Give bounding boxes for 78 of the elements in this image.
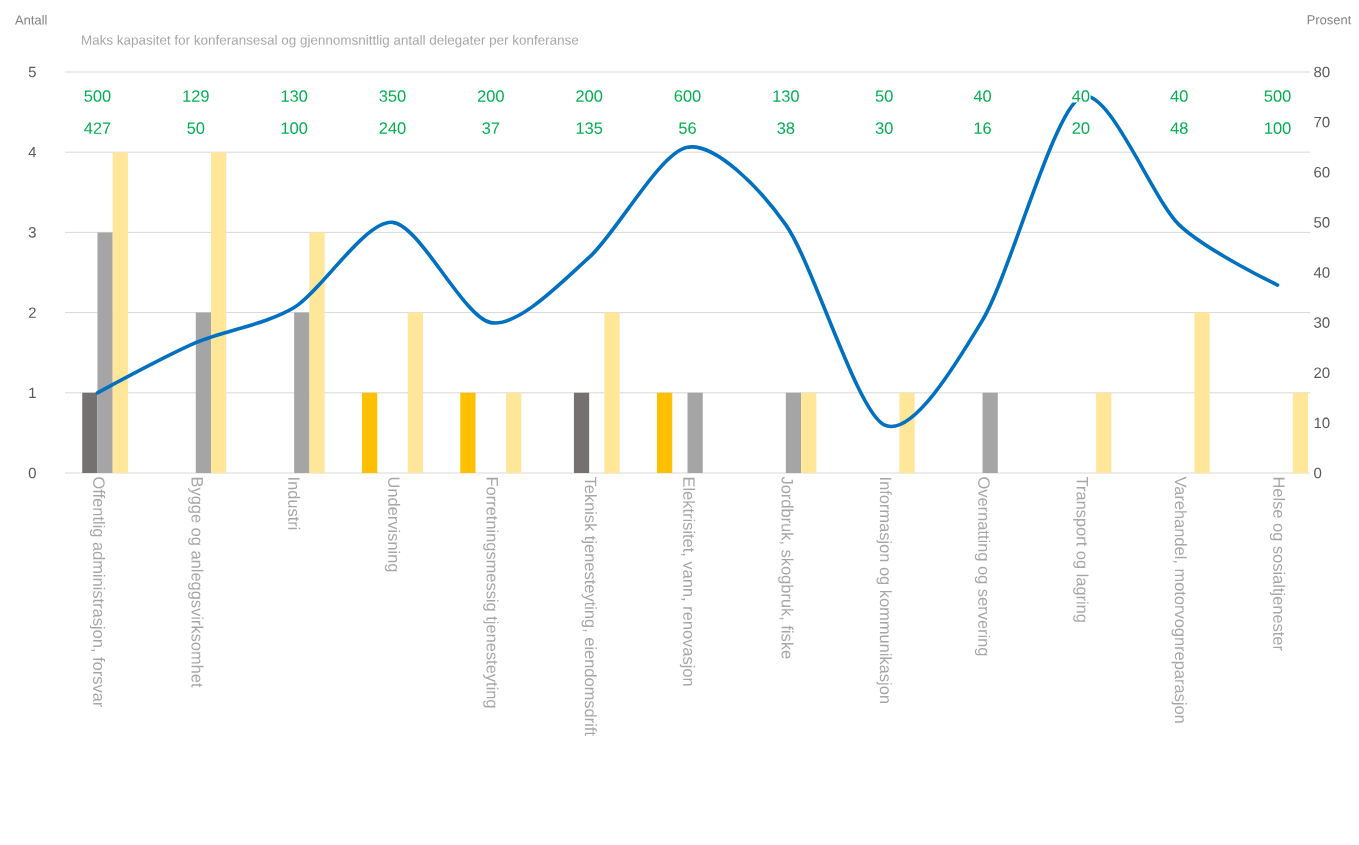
annotation: 240 (379, 122, 406, 134)
annotation: 38 (777, 122, 795, 134)
annotation: 135 (576, 122, 603, 134)
y-tick-label: 5 (28, 66, 36, 78)
x-tick-label: Elektrisitet, vann, renovasjon (679, 477, 696, 686)
annotation: 50 (875, 90, 893, 102)
x-tick-label: Offentlig administrasjon, forsvar (89, 477, 106, 708)
annotation: 500 (84, 90, 111, 102)
y2-tick-label: 60 (1314, 166, 1330, 178)
x-tick-label: Transport og lagring (1073, 476, 1089, 622)
y-tick-label: 4 (28, 147, 37, 158)
bar (195, 312, 212, 473)
bar (294, 312, 310, 473)
annotation: 427 (84, 122, 111, 134)
bar (573, 392, 590, 473)
y-axis-title: Antall (15, 15, 47, 25)
y2-tick-label: 20 (1314, 367, 1330, 379)
annotation: 48 (1170, 122, 1188, 134)
annotation: 600 (674, 90, 701, 102)
y2-tick-label: 0 (1314, 467, 1322, 479)
annotation: 500 (1264, 90, 1291, 102)
bar (82, 392, 98, 473)
x-tick-label: Undervisning (384, 477, 401, 572)
y2-tick-label: 70 (1314, 116, 1330, 128)
annotation: 40 (1170, 90, 1188, 102)
bar (97, 232, 113, 473)
y2-axis-title: Prosent (1307, 15, 1352, 25)
y-tick-label: 3 (28, 227, 36, 238)
annotation: 100 (1265, 122, 1291, 134)
y-tick-label: 2 (28, 307, 36, 318)
bar (785, 392, 802, 473)
x-tick-label: Overnatting og servering (974, 477, 991, 656)
annotation: 30 (875, 122, 893, 134)
bar (407, 312, 423, 473)
bar (899, 392, 915, 473)
y2-tick-label: 80 (1314, 66, 1330, 78)
bar (1194, 312, 1210, 473)
x-tick-label: Forretningsmessig tjenesteyting (483, 477, 499, 708)
x-tick-label: Bygge og anleggsvirksomhet (188, 477, 204, 688)
bar (1096, 392, 1112, 473)
annotation: 50 (187, 122, 205, 134)
annotation: 130 (281, 90, 308, 102)
bar (506, 392, 522, 473)
y2-tick-label: 30 (1314, 317, 1330, 328)
bar (687, 392, 703, 473)
bar (801, 392, 817, 473)
annotation: 40 (973, 90, 992, 102)
bar (309, 232, 325, 473)
y2-tick-label: 10 (1314, 417, 1330, 429)
y2-tick-label: 40 (1313, 267, 1330, 278)
x-tick-label: Teknisk tjenesteyting, eiendomsdrift (581, 476, 597, 736)
annotation: 129 (183, 90, 209, 102)
y-tick-label: 0 (28, 467, 36, 479)
bar (361, 392, 378, 473)
annotation: 56 (679, 122, 696, 134)
bar (982, 392, 998, 473)
x-tick-label: Jordbruk, skogbruk, fiske (778, 476, 794, 659)
annotation: 20 (1072, 122, 1090, 134)
annotation: 200 (576, 90, 603, 102)
bar (211, 152, 227, 473)
x-tick-label: Informasjon og kommunikasjon (876, 478, 892, 703)
bar (1292, 392, 1309, 473)
bar (460, 392, 476, 473)
bar (112, 152, 128, 473)
bar (657, 392, 673, 473)
annotation: 130 (773, 90, 799, 102)
bar (604, 312, 620, 473)
annotation: 16 (974, 122, 991, 134)
annotation: 350 (379, 90, 406, 102)
annotation: 37 (482, 122, 500, 134)
y2-tick-label: 50 (1314, 217, 1330, 228)
y-tick-label: 1 (29, 387, 36, 398)
chart-title: Maks kapasitet for konferansesal og gjennomsnittlig antall delegater per konferanse (82, 34, 579, 48)
x-tick-label: Varehandel, motorvognreparasjon (1171, 476, 1187, 723)
annotation: 200 (477, 90, 504, 102)
annotation: 100 (281, 122, 308, 134)
x-tick-label: Helse og sosialtjenester (1269, 477, 1286, 651)
x-tick-label: Industri (288, 478, 301, 530)
